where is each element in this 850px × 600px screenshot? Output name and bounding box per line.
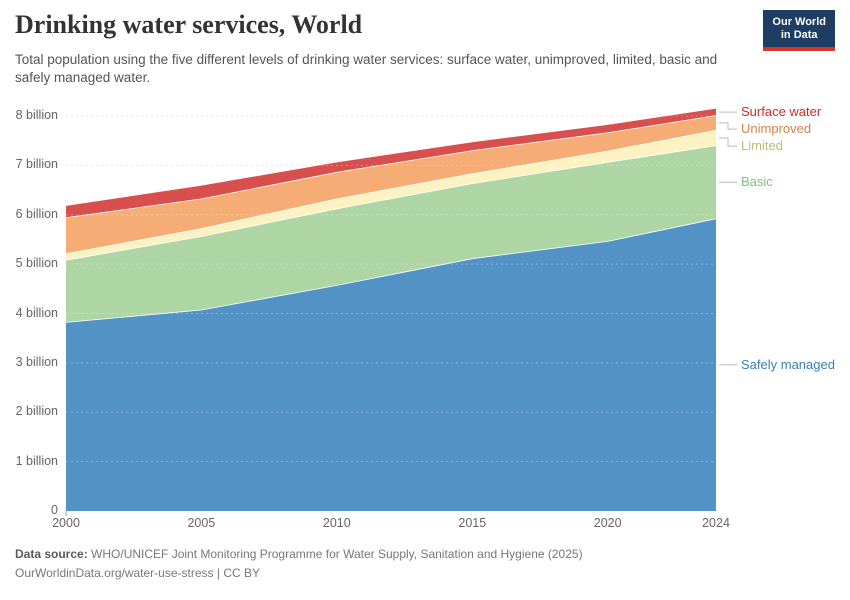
y-axis-tick-label: 6 billion bbox=[15, 206, 58, 221]
x-axis-tick-label: 2024 bbox=[702, 516, 730, 530]
owid-logo-line1: Our World bbox=[772, 16, 826, 28]
area-series-unimproved[interactable] bbox=[66, 115, 716, 254]
owid-logo-line2: in Data bbox=[780, 29, 818, 42]
x-axis-tick-label: 2015 bbox=[458, 516, 487, 530]
y-axis-tick-label: 5 billion bbox=[15, 256, 58, 271]
series-boundary bbox=[65, 115, 717, 219]
y-axis-tick-label: 7 billion bbox=[15, 157, 58, 172]
area-series-basic[interactable] bbox=[66, 145, 716, 323]
legend-connector-unimproved bbox=[719, 122, 737, 130]
y-axis-tick-label: 8 billion bbox=[15, 108, 58, 122]
y-axis-tick-label: 4 billion bbox=[15, 305, 58, 320]
legend-item-basic[interactable]: Basic bbox=[741, 174, 773, 190]
chart-footer: Data source: WHO/UNICEF Joint Monitoring… bbox=[15, 545, 583, 583]
x-axis-tick-label: 2010 bbox=[322, 516, 351, 530]
legend-item-surface-water[interactable]: Surface water bbox=[741, 104, 822, 120]
area-series-safely-managed[interactable] bbox=[66, 218, 716, 511]
y-axis-tick-label: 1 billion bbox=[15, 453, 58, 468]
y-axis-tick-label: 2 billion bbox=[15, 404, 58, 419]
area-series-limited[interactable] bbox=[66, 130, 716, 261]
series-boundary bbox=[65, 218, 717, 323]
legend-connector-limited bbox=[719, 137, 737, 147]
y-axis-tick-label: 0 bbox=[51, 503, 58, 517]
x-axis-tick-label: 2020 bbox=[593, 516, 622, 530]
chart-title: Drinking water services, World bbox=[15, 10, 363, 39]
y-axis-tick-label: 3 billion bbox=[15, 354, 58, 369]
x-axis-tick-label: 2000 bbox=[52, 516, 80, 530]
footer-source-line: Data source: WHO/UNICEF Joint Monitoring… bbox=[15, 547, 583, 561]
series-boundary bbox=[65, 145, 717, 261]
legend-item-safely-managed[interactable]: Safely managed bbox=[741, 356, 835, 372]
owid-logo[interactable]: Our World in Data bbox=[763, 10, 835, 52]
footer-license-link[interactable]: CC BY bbox=[223, 566, 260, 581]
series-boundary bbox=[65, 129, 717, 255]
legend-item-unimproved[interactable]: Unimproved bbox=[741, 121, 812, 137]
chart-subtitle: Total population using the five differen… bbox=[15, 52, 718, 85]
footer-separator: | bbox=[213, 566, 224, 581]
area-series-surface-water[interactable] bbox=[66, 108, 716, 218]
footer-url-link[interactable]: OurWorldinData.org/water-use-stress bbox=[15, 566, 214, 581]
data-source-label: Data source: bbox=[15, 547, 88, 561]
data-source-text: WHO/UNICEF Joint Monitoring Programme fo… bbox=[87, 547, 583, 561]
x-axis-tick-label: 2005 bbox=[187, 516, 216, 530]
legend-item-limited[interactable]: Limited bbox=[741, 138, 783, 154]
